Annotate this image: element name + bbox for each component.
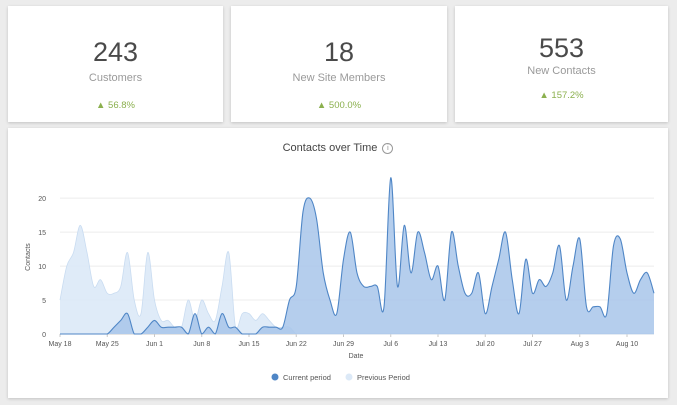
x-tick-label: Jun 8	[193, 341, 210, 348]
y-axis-label: Contacts	[25, 243, 32, 271]
x-tick-label: May 18	[49, 341, 72, 348]
stat-delta: ▲ 500.0%	[316, 100, 362, 111]
x-tick-label: Aug 3	[571, 341, 589, 348]
y-tick-label: 5	[42, 298, 46, 305]
x-tick-label: Jul 27	[523, 341, 542, 348]
x-axis-label: Date	[349, 353, 364, 360]
x-tick-label: Aug 10	[616, 341, 638, 348]
info-icon[interactable]: i	[382, 143, 394, 154]
stat-delta: ▲ 157.2%	[539, 90, 584, 101]
contacts-chart-card: Contacts over Time i 0 5 10 15 20 May 18 May 2…	[8, 128, 668, 398]
y-tick-label: 20	[38, 196, 46, 203]
up-arrow-icon: ▲	[316, 100, 327, 111]
stat-label: New Contacts	[527, 65, 596, 77]
legend-label-current[interactable]: Current period	[283, 373, 331, 382]
stat-value: 243	[92, 37, 139, 67]
stat-card-new-contacts[interactable]: 553 New Contacts ▲ 157.2%	[455, 6, 668, 122]
legend: Current period Previous Period	[271, 373, 410, 382]
y-tick-label: 0	[42, 332, 46, 339]
legend-swatch-current	[271, 373, 279, 381]
x-tick-label: Jul 6	[383, 341, 398, 348]
y-tick-label: 15	[38, 230, 46, 237]
x-tick-label: Jun 29	[333, 341, 354, 348]
legend-label-previous[interactable]: Previous Period	[357, 373, 410, 382]
current-period-area	[60, 177, 654, 334]
stat-label: Customers	[88, 72, 143, 84]
stat-card-new-site-members[interactable]: 18 New Site Members ▲ 500.0%	[231, 6, 447, 122]
stat-value: 553	[538, 33, 585, 63]
x-tick-label: Jun 22	[286, 341, 307, 348]
x-tick-label: May 25	[96, 341, 119, 348]
chart-title: Contacts over Time i	[8, 142, 668, 154]
up-arrow-icon: ▲	[539, 90, 549, 101]
x-tick-label: Jul 20	[476, 341, 495, 348]
stat-value: 18	[323, 37, 355, 67]
stat-label: New Site Members	[292, 72, 386, 84]
y-tick-label: 10	[38, 264, 46, 271]
current-period-line	[60, 177, 655, 335]
legend-swatch-previous	[345, 373, 353, 381]
x-tick-label: Jun 15	[238, 341, 259, 348]
stat-delta: ▲ 56.8%	[96, 100, 135, 111]
x-tick-label: Jun 1	[146, 341, 163, 348]
stat-card-customers[interactable]: 243 Customers ▲ 56.8%	[8, 6, 223, 122]
x-tick-label: Jul 13	[429, 341, 448, 348]
contacts-chart: 0 5 10 15 20 May 18 May 25 Jun 1 Jun 8 Jun 15 Jun…	[25, 177, 655, 382]
up-arrow-icon: ▲	[96, 100, 106, 111]
